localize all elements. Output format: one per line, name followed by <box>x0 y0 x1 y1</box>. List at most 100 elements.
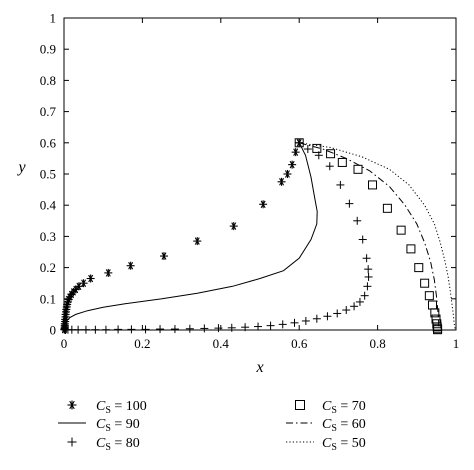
x-axis-label: x <box>255 359 263 376</box>
plus-marker <box>345 199 354 208</box>
plus-marker <box>323 312 332 321</box>
series-line <box>299 142 440 331</box>
series-3 <box>294 138 443 335</box>
plus-marker <box>214 324 223 333</box>
asterisk-marker <box>229 222 238 231</box>
plus-marker <box>67 437 77 447</box>
plus-marker <box>170 325 179 334</box>
legend-label: CS = 80 <box>96 436 140 453</box>
plus-marker <box>362 254 371 263</box>
x-tick-label: 0 <box>61 336 68 351</box>
square-marker <box>427 300 437 310</box>
legend-item-1: CS = 90 <box>58 417 140 434</box>
asterisk-marker <box>288 160 297 169</box>
plus-marker <box>342 306 351 315</box>
asterisk-marker <box>259 200 268 209</box>
plus-marker <box>353 216 362 225</box>
legend-label: CS = 100 <box>96 399 147 416</box>
plus-marker <box>333 309 342 318</box>
plus-marker <box>364 265 373 274</box>
square-marker <box>294 138 304 148</box>
plus-marker <box>278 320 287 329</box>
plus-marker <box>266 321 275 330</box>
legend-item-3: CS = 70 <box>295 399 366 416</box>
plus-marker <box>101 325 110 334</box>
plus-marker <box>303 145 312 154</box>
asterisk-marker <box>86 274 95 283</box>
x-tick-label: 0.2 <box>134 336 150 351</box>
y-tick-label: 0.5 <box>40 167 56 182</box>
y-tick-label: 0.4 <box>40 198 57 213</box>
y-tick-label: 0.7 <box>40 104 57 119</box>
series-1 <box>64 142 318 328</box>
square-marker <box>312 143 322 153</box>
legend-label: CS = 50 <box>322 436 366 453</box>
plus-marker <box>81 325 90 334</box>
y-tick-label: 0.2 <box>40 260 56 275</box>
plus-marker <box>91 325 100 334</box>
legend-item-2: CS = 80 <box>67 436 140 453</box>
y-axis-label: y <box>16 159 26 176</box>
legend-item-0: CS = 100 <box>67 399 147 416</box>
square-marker <box>326 149 336 159</box>
square-marker <box>433 325 443 335</box>
y-tick-label: 0.8 <box>40 73 56 88</box>
plus-marker <box>61 326 70 334</box>
square-marker <box>406 244 416 254</box>
series-2 <box>61 138 373 334</box>
asterisk-marker <box>159 252 168 261</box>
square-marker <box>424 291 434 301</box>
plus-marker <box>312 314 321 323</box>
plus-marker <box>241 323 250 332</box>
square-marker <box>430 308 440 318</box>
square-marker <box>368 180 378 190</box>
y-tick-label: 0.1 <box>40 291 56 306</box>
plus-marker <box>358 235 367 244</box>
plus-marker <box>290 318 299 327</box>
square-marker <box>337 157 347 167</box>
plus-marker <box>227 323 236 332</box>
asterisk-marker <box>67 400 77 410</box>
plot-series <box>60 138 456 335</box>
legend-item-4: CS = 60 <box>286 417 366 434</box>
square-marker <box>414 263 424 273</box>
plus-marker <box>254 322 263 331</box>
asterisk-marker <box>104 268 113 277</box>
square-marker <box>396 225 406 235</box>
legend-label: CS = 70 <box>322 399 366 416</box>
x-tick-label: 0.6 <box>291 336 308 351</box>
y-tick-label: 1 <box>50 11 57 26</box>
asterisk-marker <box>291 148 300 157</box>
plot-axes: 0 0.2 0.4 0.6 0.8 1 0 0.1 0.2 0.3 0.4 0.5 0.6 0.7 0.8 0… <box>40 11 460 352</box>
y-tick-label: 0.3 <box>40 229 56 244</box>
asterisk-marker <box>126 261 135 270</box>
asterisk-marker <box>283 170 292 178</box>
x-tick-label: 0.8 <box>369 336 385 351</box>
square-marker <box>420 278 430 288</box>
plus-marker <box>185 324 194 333</box>
plus-marker <box>156 325 165 334</box>
y-tick-label: 0.6 <box>40 135 57 150</box>
asterisk-marker <box>277 177 286 186</box>
series-4 <box>299 142 440 331</box>
plus-marker <box>127 325 136 334</box>
plus-marker <box>141 325 150 334</box>
plus-marker <box>301 316 310 325</box>
x-tick-label: 0.4 <box>213 336 230 351</box>
asterisk-marker <box>193 237 202 246</box>
square-marker <box>353 164 363 174</box>
plus-marker <box>336 180 345 189</box>
series-5 <box>299 142 456 331</box>
plus-marker <box>363 282 372 291</box>
series-line <box>64 142 318 328</box>
plus-marker <box>364 272 373 281</box>
plus-marker <box>200 324 209 333</box>
plus-marker <box>355 297 364 306</box>
square-marker <box>382 203 392 213</box>
legend-label: CS = 60 <box>322 417 366 434</box>
y-tick-label: 0.9 <box>40 42 56 57</box>
square-marker <box>295 400 305 410</box>
plus-marker <box>325 162 334 171</box>
